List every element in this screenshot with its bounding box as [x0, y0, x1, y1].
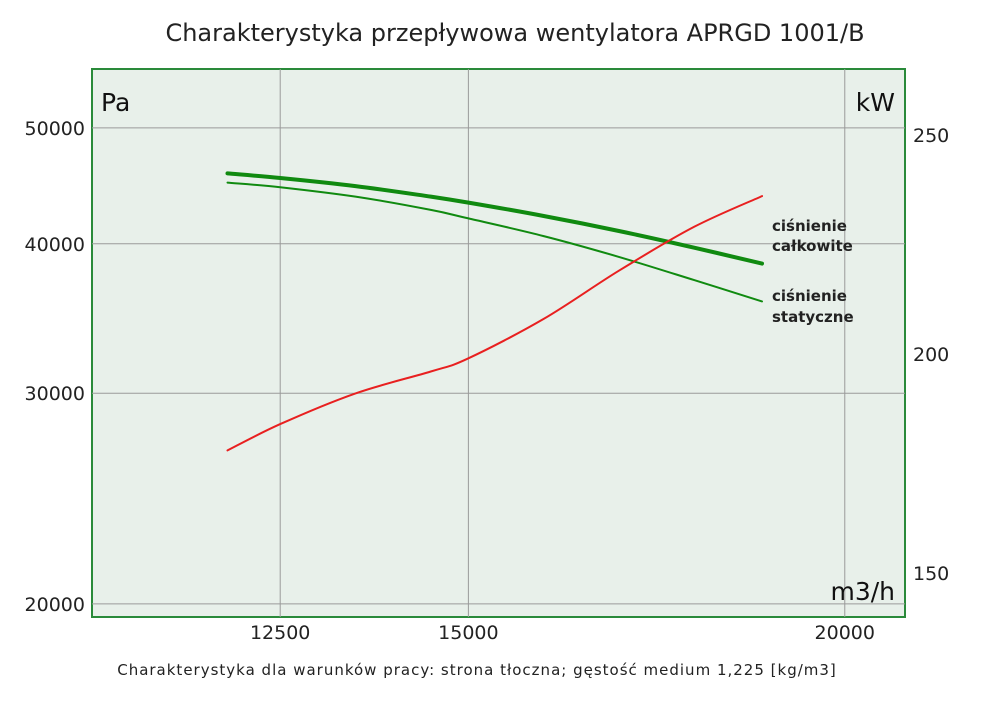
y-left-tick-label: 30000 [25, 383, 85, 405]
chart-footer: Charakterystyka dla warunków pracy: stro… [117, 661, 837, 679]
x-tick-label: 15000 [438, 622, 498, 644]
series-line-power [226, 195, 763, 452]
y-left-tick-label: 50000 [25, 118, 85, 140]
y-right-unit: kW [856, 88, 895, 117]
y-left-tick-label: 40000 [25, 234, 85, 256]
series-lines [225, 171, 764, 452]
x-tick-label: 20000 [815, 622, 875, 644]
chart-title: Charakterystyka przepływowa wentylatora … [165, 19, 864, 47]
grid-lines [92, 69, 905, 617]
y-left-tick-label: 20000 [25, 594, 85, 616]
curve-label-total: ciśnienie całkowite [772, 217, 853, 255]
curve-label-static-line1: ciśnienie [772, 287, 847, 305]
curve-label-total-line2: całkowite [772, 237, 853, 255]
curve-label-static-line2: statyczne [772, 308, 854, 326]
y-right-tick-label: 200 [913, 344, 949, 366]
x-tick-label: 12500 [250, 622, 310, 644]
y-right-tick-label: 150 [913, 563, 949, 585]
series-line-static [226, 181, 763, 303]
series-line-total [225, 171, 764, 266]
x-unit: m3/h [830, 577, 895, 606]
curve-label-total-line1: ciśnienie [772, 217, 847, 235]
y-right-tick-label: 250 [913, 125, 949, 147]
tick-labels: 20000 30000 40000 50000 12500 15000 20000 150 20… [25, 118, 950, 644]
y-left-unit: Pa [101, 88, 130, 117]
curve-label-static: ciśnienie statyczne [772, 287, 854, 326]
